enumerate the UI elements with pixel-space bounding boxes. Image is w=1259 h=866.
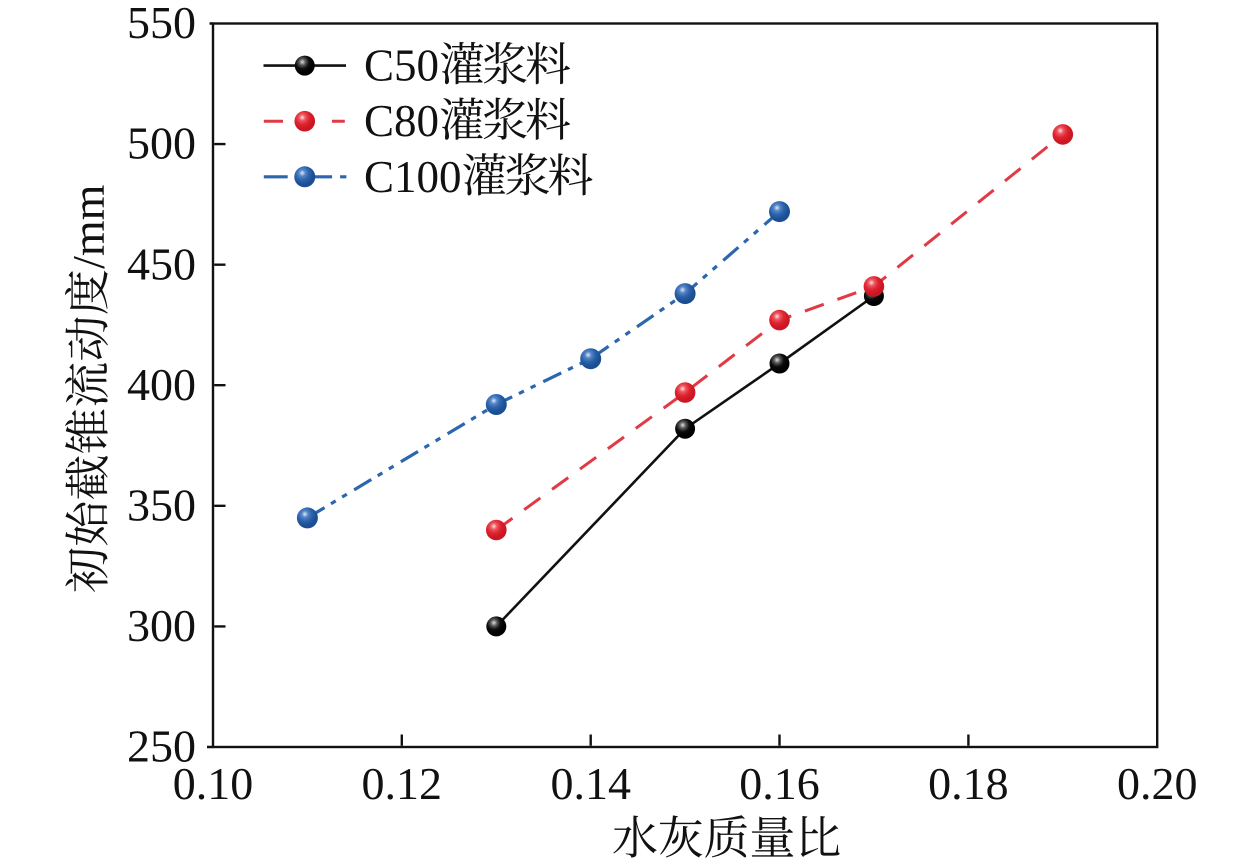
svg-text:/mm: /mm bbox=[63, 184, 114, 269]
svg-text:0.18: 0.18 bbox=[928, 758, 1009, 809]
svg-text:550: 550 bbox=[127, 0, 196, 48]
svg-text:0.14: 0.14 bbox=[550, 758, 631, 809]
svg-text:250: 250 bbox=[127, 721, 196, 772]
svg-text:C50: C50 bbox=[364, 41, 439, 91]
svg-text:C100: C100 bbox=[364, 152, 462, 202]
svg-text:0.16: 0.16 bbox=[739, 758, 820, 809]
svg-text:400: 400 bbox=[127, 359, 196, 410]
svg-text:0.10: 0.10 bbox=[173, 758, 254, 809]
svg-text:350: 350 bbox=[127, 479, 196, 530]
svg-text:0.20: 0.20 bbox=[1117, 758, 1198, 809]
svg-text:0.12: 0.12 bbox=[362, 758, 443, 809]
svg-text:500: 500 bbox=[127, 118, 196, 169]
svg-text:450: 450 bbox=[127, 238, 196, 289]
svg-text:300: 300 bbox=[127, 600, 196, 651]
svg-text:C80: C80 bbox=[364, 96, 439, 146]
